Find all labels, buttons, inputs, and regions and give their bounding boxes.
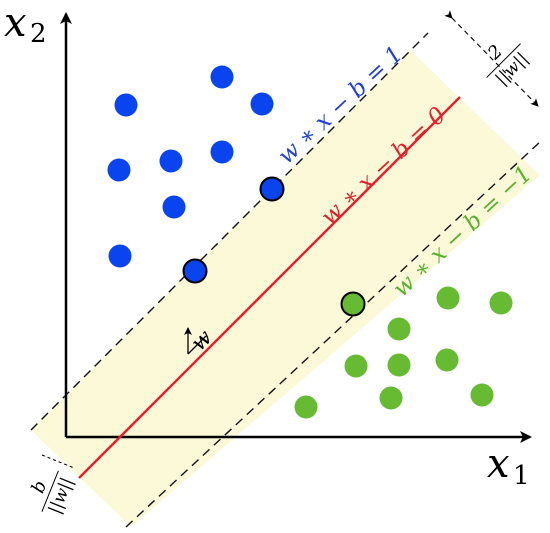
class-positive-points bbox=[107, 65, 285, 284]
offset-denominator: ||w|| bbox=[45, 475, 78, 517]
positive-data-point bbox=[159, 149, 183, 173]
positive-data-point bbox=[250, 92, 274, 116]
margin-fraction-bar bbox=[486, 43, 521, 78]
positive-support-vector-point bbox=[259, 176, 285, 202]
positive-data-point bbox=[108, 244, 132, 268]
offset-numerator: b bbox=[28, 478, 52, 497]
positive-data-point bbox=[210, 65, 234, 89]
y-axis-label-symbol: x bbox=[4, 0, 27, 46]
offset-fraction: b ||w|| bbox=[28, 470, 78, 517]
margin-band bbox=[31, 50, 540, 527]
x-axis-label: x 1 bbox=[487, 441, 530, 491]
lower-margin-line bbox=[125, 140, 542, 528]
negative-data-point bbox=[470, 383, 494, 407]
negative-data-point bbox=[294, 395, 318, 419]
positive-data-point bbox=[162, 195, 186, 219]
margin-dimension-arrow bbox=[444, 10, 539, 107]
negative-data-point bbox=[379, 386, 403, 410]
decision-boundary-line bbox=[78, 96, 461, 479]
positive-data-point bbox=[114, 93, 138, 117]
positive-data-point bbox=[210, 140, 234, 164]
negative-data-point bbox=[387, 317, 411, 341]
negative-support-vector-point bbox=[340, 291, 366, 317]
y-axis-label-subscript: 2 bbox=[30, 19, 47, 49]
negative-data-point bbox=[435, 348, 459, 372]
y-axis-label: x 2 bbox=[4, 0, 47, 49]
negative-data-point bbox=[387, 353, 411, 377]
x-axis-label-subscript: 1 bbox=[513, 461, 530, 491]
normal-vector-arrow-diagonal bbox=[187, 335, 207, 355]
positive-support-vector-point bbox=[182, 258, 208, 284]
class-negative-points bbox=[294, 286, 513, 419]
offset-fraction-bar bbox=[41, 470, 59, 512]
x-axis-label-symbol: x bbox=[487, 441, 510, 487]
negative-data-point bbox=[344, 354, 368, 378]
negative-data-point bbox=[436, 286, 460, 310]
upper-margin-line bbox=[30, 32, 429, 431]
margin-fraction: 2 ||w|| bbox=[483, 41, 532, 89]
negative-data-point bbox=[489, 291, 513, 315]
positive-data-point bbox=[107, 158, 131, 182]
